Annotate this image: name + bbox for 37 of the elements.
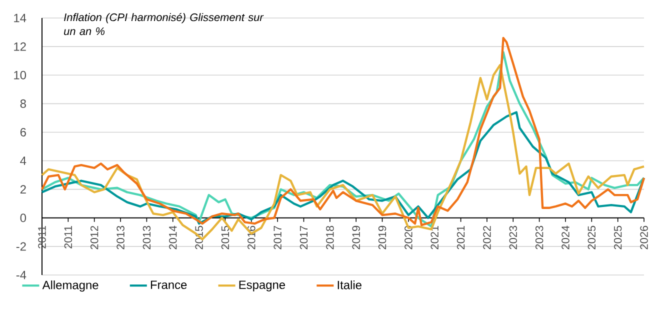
legend-label: Italie — [338, 280, 362, 290]
x-tick-label: 2026 — [640, 226, 648, 250]
x-tick-label: 2019 — [352, 226, 360, 250]
x-tick-label: 2021 — [430, 226, 438, 250]
x-tick-label: 2022 — [483, 226, 491, 250]
y-tick-label: 12 — [14, 42, 26, 51]
chart-title: Inflation (CPI harmonisé) Glissement sur un an % — [64, 12, 264, 36]
x-tick-label: 2013 — [116, 226, 124, 250]
y-tick-label: -2 — [16, 242, 26, 251]
x-tick-label: 2018 — [326, 226, 334, 250]
x-tick-label: 2014 — [169, 226, 177, 250]
x-tick-label: 2012 — [90, 226, 98, 250]
x-tick-label: 2025 — [614, 226, 622, 250]
legend-label: Espagne — [239, 280, 286, 292]
x-tick-label: 2015 — [221, 226, 230, 250]
x-tick-label: 2023 — [509, 226, 518, 250]
x-tick-label: 2019 — [378, 226, 386, 250]
y-tick-label: 6 — [20, 128, 26, 136]
x-tick-label: 2024 — [562, 226, 570, 250]
legend-label: France — [150, 280, 187, 290]
x-tick-label: 2025 — [588, 226, 596, 250]
y-tick-label: -4 — [16, 270, 26, 280]
y-tick-label: 0 — [20, 214, 26, 222]
x-tick-label: 2023 — [535, 226, 544, 250]
y-tick-label: 2 — [20, 185, 26, 194]
x-tick-label: 2017 — [274, 226, 282, 250]
y-tick-label: 14 — [14, 14, 26, 22]
legend-label: Allemagne — [42, 280, 98, 292]
x-tick-label: 2016 — [248, 226, 256, 250]
x-tick-label: 2011 — [64, 226, 72, 248]
x-tick-label: 2013 — [142, 226, 151, 250]
y-tick-label: 8 — [20, 99, 26, 108]
y-tick-label: 4 — [20, 156, 26, 165]
y-tick-label: 10 — [14, 70, 26, 80]
x-tick-label: 2011 — [38, 226, 46, 248]
x-tick-label: 2021 — [456, 226, 465, 250]
x-tick-label: 2017 — [300, 226, 308, 250]
